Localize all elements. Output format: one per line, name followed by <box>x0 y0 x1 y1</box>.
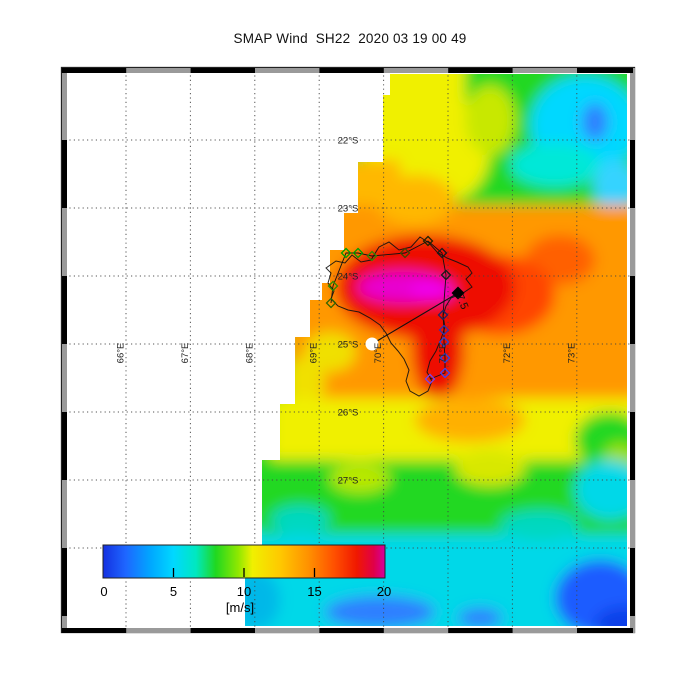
track-value-label: 7.5 <box>453 292 470 311</box>
track-marker <box>438 324 450 336</box>
track-marker <box>366 250 378 262</box>
track-marker <box>438 336 450 348</box>
lat-label-23s: 23°S <box>338 204 359 215</box>
track-marker <box>436 247 448 259</box>
lat-label-24s: 24°S <box>338 272 359 283</box>
lon-labels: 66°E 67°E 68°E 69°E 70°E 71°E 72°E 73°E <box>116 343 578 364</box>
track-marker <box>325 297 337 309</box>
track-marker <box>439 367 451 379</box>
colorbar-tick-5: 5 <box>170 584 177 599</box>
colorbar-ticks <box>172 568 316 577</box>
track-marker <box>424 373 436 385</box>
lat-label-25s: 25°S <box>338 340 359 351</box>
lat-label-27s: 27°S <box>338 476 359 487</box>
colorbar-tick-20: 20 <box>377 584 391 599</box>
track-marker <box>422 235 434 247</box>
lon-label-67e: 67°E <box>180 343 191 364</box>
colorbar-tick-10: 10 <box>237 584 251 599</box>
track-marker <box>352 247 364 259</box>
lon-label-68e: 68°E <box>244 343 255 364</box>
track-marker <box>340 247 352 259</box>
lon-label-66e: 66°E <box>116 343 127 364</box>
track-marker <box>437 309 449 321</box>
lon-label-73e: 73°E <box>566 343 577 364</box>
track-marker <box>439 352 451 364</box>
colorbar: 0 5 10 15 20 [m/s] <box>100 544 391 615</box>
colorbar-tick-15: 15 <box>307 584 321 599</box>
track-marker <box>399 247 411 259</box>
graticule <box>65 71 630 628</box>
colorbar-tick-labels: 0 5 10 15 20 <box>100 584 391 599</box>
map-frame-segments <box>61 68 635 633</box>
colorbar-tick-0: 0 <box>100 584 107 599</box>
map-frame <box>60 66 636 634</box>
lon-label-70e: 70°E <box>373 343 384 364</box>
track-marker <box>327 280 339 292</box>
track-marker <box>440 269 452 281</box>
fix-connector-line <box>371 292 459 345</box>
lon-label-72e: 72°E <box>502 343 513 364</box>
lat-label-22s: 22°S <box>338 136 359 147</box>
track-markers <box>325 235 452 385</box>
plot-title: SMAP Wind SH22 2020 03 19 00 49 <box>233 31 467 46</box>
lat-labels: 22°S 23°S 24°S 25°S 26°S 27°S <box>338 136 359 487</box>
colorbar-unit-label: [m/s] <box>226 600 254 615</box>
lon-label-69e: 69°E <box>309 343 320 364</box>
smap-fix-marker <box>451 286 465 300</box>
lat-label-26s: 26°S <box>338 408 359 419</box>
reference-center-marker <box>365 337 379 351</box>
lon-label-71e: 71°E <box>438 343 449 364</box>
